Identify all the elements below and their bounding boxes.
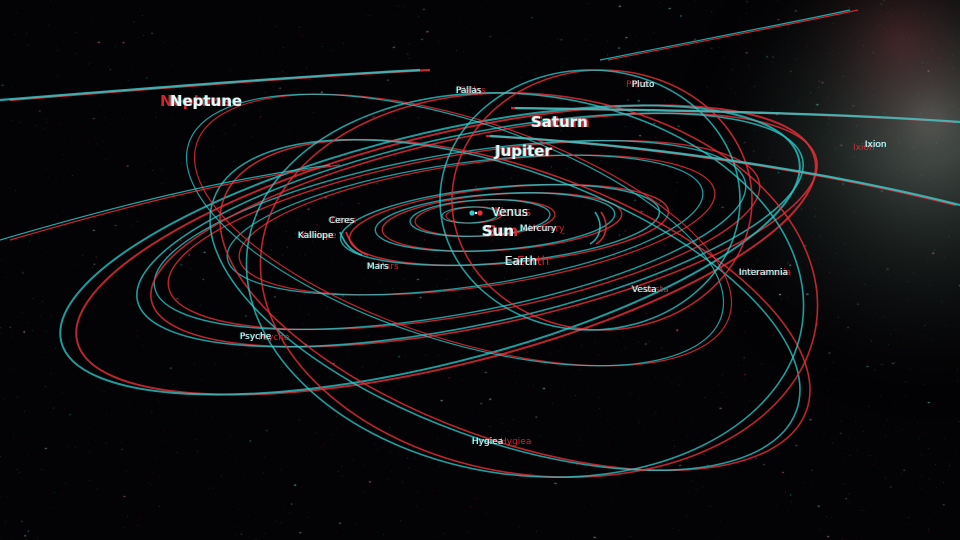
orbit-psyche-cyan — [59, 104, 801, 396]
orbit-pluto-cyan — [439, 69, 741, 331]
label-hygiea[interactable]: Hygiea Hygiea — [472, 437, 532, 447]
orbit-mercury-cyan — [441, 206, 499, 224]
orbit-kalliope-red — [193, 93, 733, 367]
orbit-kalliope-cyan — [185, 93, 725, 367]
orbit-pallas-cyan — [245, 92, 805, 478]
label-jupiter[interactable]: Jupiter Jupiter — [495, 142, 553, 160]
sun-core — [474, 211, 478, 215]
label-earth[interactable]: Earth Earth — [505, 254, 550, 268]
label-sun[interactable]: Sun Sun — [482, 222, 519, 240]
label-pallas[interactable]: Pallas Pallas — [456, 86, 486, 96]
label-psyche[interactable]: Psyche Psyche — [240, 332, 290, 343]
label-vesta[interactable]: Vesta Vesta — [632, 285, 669, 295]
orbit-arc-kalliope-cyan — [339, 231, 363, 256]
orbit-arc-mercury-red — [595, 211, 607, 245]
orbit-ixion-cyan — [599, 9, 851, 61]
orbit-jupiter-cyan — [489, 134, 960, 207]
orbit-vesta-red — [167, 139, 761, 331]
orbit-saturn-cyan — [514, 106, 960, 124]
label-interamnia[interactable]: Interamnia Interamnia — [739, 268, 792, 278]
label-pluto[interactable]: Pluto Pluto — [626, 80, 655, 90]
sun-dot-cyan — [469, 210, 475, 216]
orbit-interamnia-red — [150, 112, 818, 348]
sun-dot-red — [477, 210, 483, 216]
orbit-pallas-red — [259, 92, 819, 478]
orbit-arc-mercury-cyan — [589, 211, 601, 245]
label-ixion[interactable]: Ixion Ixion — [853, 140, 887, 153]
orbit-venus-cyan — [409, 199, 551, 237]
orbit-hygiea-red — [219, 138, 811, 472]
label-saturn[interactable]: Saturn Saturn — [531, 113, 590, 131]
label-kalliope[interactable]: Kalliope Kalliope — [298, 231, 337, 241]
label-mercury[interactable]: Mercury Mercury — [520, 224, 565, 234]
orbit-psyche-red — [75, 104, 817, 396]
orbit-arc-kalliope-red — [345, 231, 369, 256]
label-venus[interactable]: Venus Venus — [492, 205, 532, 219]
orbit-ceres-red — [238, 154, 716, 296]
orbit-hygiea-cyan — [209, 138, 801, 472]
orbit-interamnia-cyan — [136, 112, 804, 348]
orbit-ixion-red — [607, 9, 859, 61]
orbit-outer-left-cyan — [0, 164, 331, 241]
orbit-earth-cyan — [374, 192, 616, 252]
label-ceres[interactable]: Ceres Ceres — [329, 216, 357, 226]
label-mars[interactable]: Mars Mars — [367, 262, 399, 272]
orbit-ceres-cyan — [226, 154, 704, 296]
orbit-outer-left-red — [9, 164, 341, 241]
label-neptune[interactable]: Neptune Neptune — [160, 92, 243, 110]
orbit-neptune-cyan — [0, 68, 421, 102]
orbit-vesta-cyan — [153, 139, 747, 331]
